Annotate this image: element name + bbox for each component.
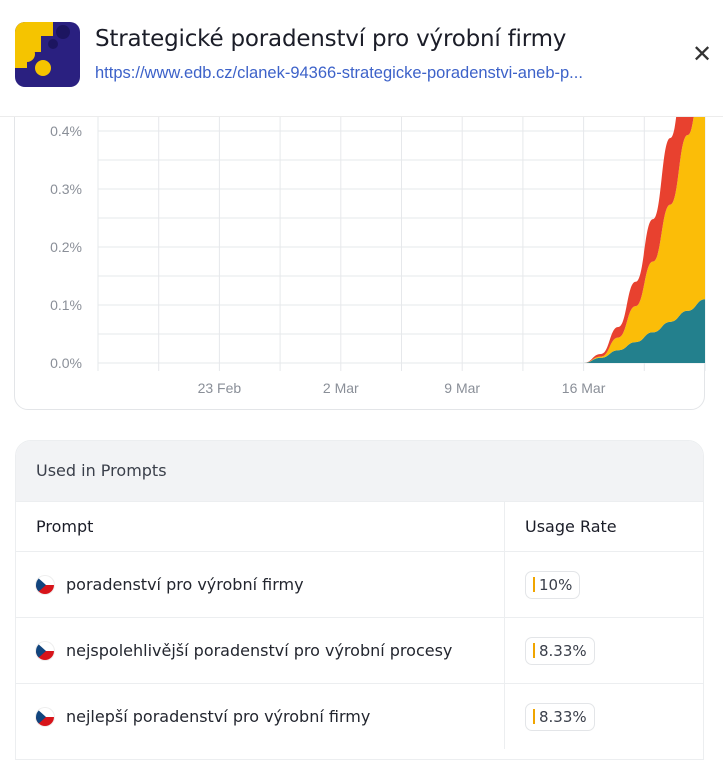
- x-tick-label: 23 Feb: [198, 380, 242, 396]
- area-series-teal: [98, 299, 705, 363]
- header: Strategické poradenství pro výrobní firm…: [0, 0, 723, 117]
- rate-indicator-bar: [533, 643, 535, 658]
- prompt-text: poradenství pro výrobní firmy: [66, 575, 304, 594]
- czech-flag-icon: [36, 707, 54, 726]
- usage-rate-cell: 8.33%: [505, 702, 703, 731]
- usage-area-chart: 0.0% 0.1% 0.2% 0.3% 0.4% 23 Feb 2 Mar 9 Mar 16 M…: [50, 81, 706, 396]
- table-row[interactable]: poradenství pro výrobní firmy 10%: [16, 551, 703, 617]
- usage-rate-cell: 10%: [505, 570, 703, 599]
- rate-indicator-bar: [533, 577, 535, 592]
- area-series-yellow: [98, 81, 705, 363]
- usage-rate-cell: 8.33%: [505, 636, 703, 665]
- usage-rate-badge: 10%: [525, 570, 581, 599]
- prompt-cell: poradenství pro výrobní firmy: [16, 552, 505, 617]
- prompt-text: nejspolehlivější poradenství pro výrobní…: [66, 641, 453, 660]
- usage-rate-value: 8.33%: [539, 641, 587, 660]
- usage-rate-value: 10%: [539, 575, 573, 594]
- source-url-link[interactable]: https://www.edb.cz/clanek-94366-strategi…: [95, 64, 583, 82]
- y-tick-label: 0.3%: [50, 181, 82, 197]
- column-header-prompt[interactable]: Prompt: [16, 502, 505, 551]
- chart-card: 0.0% 0.1% 0.2% 0.3% 0.4% 23 Feb 2 Mar 9 Mar 16 M…: [14, 80, 706, 410]
- usage-rate-value: 8.33%: [539, 707, 587, 726]
- rate-indicator-bar: [533, 709, 535, 724]
- close-icon[interactable]: ✕: [692, 40, 713, 68]
- usage-rate-badge: 8.33%: [525, 636, 595, 665]
- table-row[interactable]: nejspolehlivější poradenství pro výrobní…: [16, 617, 703, 683]
- column-header-usage-rate[interactable]: Usage Rate: [525, 517, 617, 536]
- y-tick-label: 0.2%: [50, 239, 82, 255]
- x-tick-label: 2 Mar: [323, 380, 359, 396]
- section-title: Used in Prompts: [16, 441, 703, 501]
- y-tick-label: 0.4%: [50, 123, 82, 139]
- prompt-text: nejlepší poradenství pro výrobní firmy: [66, 707, 371, 726]
- site-logo: [15, 22, 80, 87]
- y-tick-label: 0.0%: [50, 355, 82, 371]
- table-row[interactable]: nejlepší poradenství pro výrobní firmy 8.…: [16, 683, 703, 749]
- prompt-cell: nejlepší poradenství pro výrobní firmy: [16, 684, 505, 749]
- y-tick-label: 0.1%: [50, 297, 82, 313]
- czech-flag-icon: [36, 641, 54, 660]
- page-title: Strategické poradenství pro výrobní firm…: [95, 26, 567, 52]
- x-tick-label: 16 Mar: [562, 380, 606, 396]
- czech-flag-icon: [36, 575, 54, 594]
- usage-rate-badge: 8.33%: [525, 702, 595, 731]
- table-header-row: Prompt Usage Rate: [16, 501, 703, 551]
- used-in-prompts-card: Used in Prompts Prompt Usage Rate porade…: [15, 440, 704, 760]
- x-tick-label: 9 Mar: [444, 380, 480, 396]
- prompt-cell: nejspolehlivější poradenství pro výrobní…: [16, 618, 505, 683]
